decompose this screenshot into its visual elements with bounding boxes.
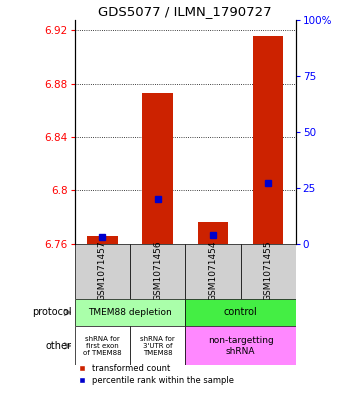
Text: GSM1071454: GSM1071454 xyxy=(208,241,217,301)
Bar xyxy=(130,244,185,299)
Bar xyxy=(75,299,185,326)
Text: shRNA for
3'UTR of
TMEM88: shRNA for 3'UTR of TMEM88 xyxy=(140,336,175,356)
Text: protocol: protocol xyxy=(32,307,71,318)
Text: control: control xyxy=(224,307,257,318)
Text: GSM1071456: GSM1071456 xyxy=(153,241,162,301)
Bar xyxy=(75,326,130,365)
Text: GSM1071457: GSM1071457 xyxy=(98,241,107,301)
Bar xyxy=(142,93,173,244)
Title: GDS5077 / ILMN_1790727: GDS5077 / ILMN_1790727 xyxy=(99,6,272,18)
Text: GSM1071455: GSM1071455 xyxy=(264,241,273,301)
Bar xyxy=(241,244,296,299)
Bar xyxy=(75,244,130,299)
Legend: transformed count, percentile rank within the sample: transformed count, percentile rank withi… xyxy=(79,364,234,385)
Text: non-targetting
shRNA: non-targetting shRNA xyxy=(208,336,273,356)
Bar xyxy=(87,236,118,244)
Bar xyxy=(185,326,296,365)
Bar xyxy=(130,326,185,365)
Bar xyxy=(185,299,296,326)
Text: TMEM88 depletion: TMEM88 depletion xyxy=(88,308,172,317)
Bar xyxy=(253,36,283,244)
Text: other: other xyxy=(46,341,71,351)
Bar xyxy=(185,244,241,299)
Text: shRNA for
first exon
of TMEM88: shRNA for first exon of TMEM88 xyxy=(83,336,122,356)
Bar xyxy=(198,222,228,244)
